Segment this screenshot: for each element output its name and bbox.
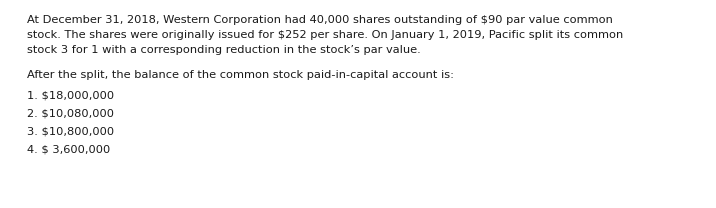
Text: 4. $ 3,600,000: 4. $ 3,600,000 [27,144,110,154]
Text: stock 3 for 1 with a corresponding reduction in the stock’s par value.: stock 3 for 1 with a corresponding reduc… [27,45,421,55]
Text: 1. $18,000,000: 1. $18,000,000 [27,90,115,100]
Text: After the split, the balance of the common stock paid-in-capital account is:: After the split, the balance of the comm… [27,70,454,80]
Text: 3. $10,800,000: 3. $10,800,000 [27,126,115,136]
Text: stock. The shares were originally issued for $252 per share. On January 1, 2019,: stock. The shares were originally issued… [27,30,624,40]
Text: 2. $10,080,000: 2. $10,080,000 [27,108,115,118]
Text: At December 31, 2018, Western Corporation had 40,000 shares outstanding of $90 p: At December 31, 2018, Western Corporatio… [27,15,613,25]
